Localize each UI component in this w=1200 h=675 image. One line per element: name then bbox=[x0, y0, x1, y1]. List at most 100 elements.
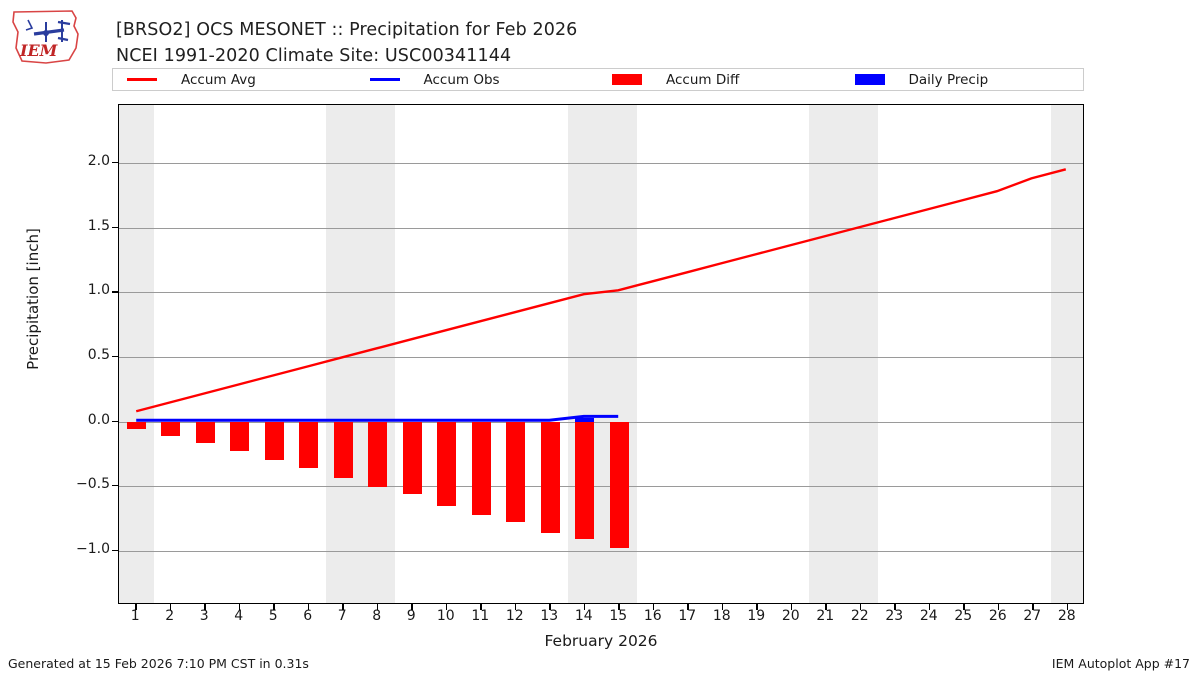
y-tick-mark bbox=[112, 162, 118, 164]
y-tick-label: −0.5 bbox=[76, 476, 110, 493]
legend-entry-daily-precip[interactable]: Daily Precip bbox=[841, 69, 1084, 90]
x-tick-label: 27 bbox=[1023, 608, 1042, 624]
x-tick-mark bbox=[480, 604, 482, 610]
legend-swatch-icon bbox=[598, 74, 656, 85]
accum-diff-bar bbox=[368, 421, 388, 488]
y-tick-mark bbox=[112, 355, 118, 358]
box-swatch-icon bbox=[612, 74, 642, 85]
x-tick-label: 21 bbox=[816, 608, 835, 624]
line-series bbox=[135, 168, 1067, 422]
weekend-band bbox=[119, 105, 154, 603]
accum-avg-line bbox=[135, 168, 1067, 413]
x-tick-label: 2 bbox=[165, 608, 175, 624]
x-tick-mark bbox=[135, 604, 137, 610]
x-tick-label: 19 bbox=[747, 608, 766, 624]
accum-diff-bar bbox=[264, 421, 284, 461]
x-tick-label: 1 bbox=[130, 608, 140, 624]
legend-entry-accum-diff[interactable]: Accum Diff bbox=[598, 69, 841, 90]
y-tick-mark bbox=[112, 485, 118, 487]
legend-swatch-icon bbox=[113, 78, 171, 81]
x-tick-label: 18 bbox=[712, 608, 731, 624]
y-tick-label: 0.5 bbox=[87, 346, 110, 363]
x-tick-mark bbox=[928, 604, 931, 610]
x-tick-label: 3 bbox=[199, 608, 209, 624]
x-tick-mark bbox=[583, 604, 586, 610]
x-tick-mark bbox=[445, 604, 448, 610]
x-tick-label: 25 bbox=[954, 608, 973, 624]
y-tick-label: −1.0 bbox=[76, 540, 110, 557]
x-tick-label: 10 bbox=[436, 608, 455, 624]
weekend-band bbox=[360, 105, 395, 603]
legend-label: Accum Diff bbox=[666, 71, 740, 88]
weekend-band bbox=[843, 105, 878, 603]
x-tick-label: 12 bbox=[505, 608, 524, 624]
legend-entry-accum-avg[interactable]: Accum Avg bbox=[113, 69, 356, 90]
y-tick-mark bbox=[112, 226, 118, 229]
x-tick-mark bbox=[514, 604, 517, 610]
accum-diff-bar bbox=[609, 421, 629, 549]
x-tick-label: 4 bbox=[234, 608, 244, 624]
x-tick-mark bbox=[342, 604, 344, 610]
iem-logo[interactable]: IEM bbox=[6, 8, 84, 66]
app-label: IEM Autoplot App #17 bbox=[1051, 656, 1190, 671]
x-tick-label: 7 bbox=[337, 608, 347, 624]
plot-area bbox=[118, 104, 1084, 604]
x-tick-label: 11 bbox=[471, 608, 490, 624]
x-tick-label: 26 bbox=[988, 608, 1007, 624]
legend-entry-accum-obs[interactable]: Accum Obs bbox=[356, 69, 599, 90]
x-tick-label: 28 bbox=[1057, 608, 1076, 624]
accum-diff-bar bbox=[540, 421, 560, 533]
x-tick-label: 17 bbox=[678, 608, 697, 624]
x-tick-mark bbox=[204, 604, 206, 610]
legend-swatch-icon bbox=[356, 78, 414, 81]
accum-diff-bar bbox=[126, 421, 146, 430]
accum-diff-bar bbox=[402, 421, 422, 494]
x-tick-mark bbox=[273, 604, 275, 610]
y-axis-labels: 2.0 1.5 1.0 0.5 0.0 −0.5 −1.0 bbox=[48, 104, 110, 604]
x-tick-mark bbox=[411, 604, 413, 610]
x-tick-mark bbox=[859, 604, 862, 610]
x-tick-mark bbox=[825, 604, 827, 610]
x-tick-mark bbox=[618, 604, 620, 610]
x-tick-label: 24 bbox=[919, 608, 938, 624]
y-tick-mark bbox=[112, 549, 118, 552]
x-tick-mark bbox=[790, 604, 793, 610]
x-tick-mark bbox=[756, 604, 758, 610]
accum-diff-bar bbox=[161, 421, 181, 436]
chart-header: IEM [BRSO2] OCS MESONET :: Precipitation… bbox=[0, 0, 1200, 70]
accum-diff-bar bbox=[437, 421, 457, 506]
iem-logo-text: IEM bbox=[19, 41, 59, 60]
y-tick-mark bbox=[112, 291, 118, 293]
x-tick-label: 6 bbox=[303, 608, 313, 624]
y-tick-label: 1.5 bbox=[87, 217, 110, 234]
x-tick-mark bbox=[652, 604, 655, 610]
legend-label: Accum Obs bbox=[423, 71, 500, 88]
gridline bbox=[119, 356, 1083, 358]
chart-legend: Accum Avg Accum Obs Accum Diff Daily Precip bbox=[112, 68, 1084, 91]
y-tick-label: 0.0 bbox=[87, 411, 110, 428]
accum-diff-bar bbox=[575, 421, 595, 540]
accum-diff-bar bbox=[506, 421, 526, 523]
x-tick-label: 5 bbox=[268, 608, 278, 624]
x-axis-labels: 1 2 3 4 5 6 7 8 9 10 11 12 13 14 15 16 17 18 19 20 21 22 23 24 2… bbox=[118, 608, 1084, 630]
x-tick-mark bbox=[1066, 604, 1069, 610]
line-swatch-icon bbox=[369, 78, 400, 81]
daily-precip-bar bbox=[575, 417, 595, 422]
accum-obs-line bbox=[136, 414, 619, 422]
x-tick-mark bbox=[549, 604, 551, 610]
accum-diff-bar bbox=[471, 421, 491, 515]
x-tick-mark bbox=[307, 604, 310, 610]
x-tick-mark bbox=[997, 604, 1000, 610]
page-title: [BRSO2] OCS MESONET :: Precipitation for… bbox=[116, 20, 578, 40]
x-tick-mark bbox=[1032, 604, 1034, 610]
x-tick-mark bbox=[238, 604, 241, 610]
y-axis-title: Precipitation [inch] bbox=[24, 228, 42, 370]
accum-diff-bar bbox=[299, 421, 319, 469]
generated-timestamp: Generated at 15 Feb 2026 7:10 PM CST in … bbox=[8, 656, 309, 671]
y-tick-mark bbox=[112, 420, 118, 422]
x-tick-mark bbox=[963, 604, 965, 610]
page-subtitle: NCEI 1991-2020 Climate Site: USC00341144 bbox=[116, 46, 512, 66]
gridline bbox=[119, 421, 1083, 423]
accum-diff-bar bbox=[195, 421, 215, 444]
box-swatch-icon bbox=[854, 74, 885, 85]
